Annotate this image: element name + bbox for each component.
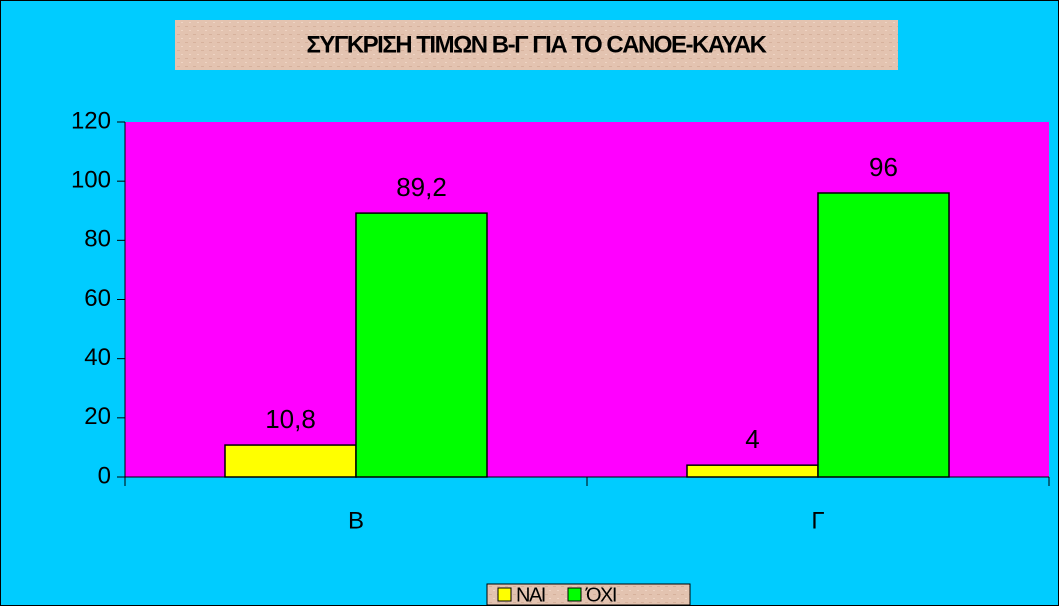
bar [817, 192, 950, 478]
legend-label: ΝΑΙ [516, 584, 545, 606]
x-tick-label: Γ [811, 507, 824, 534]
value-label: 4 [745, 424, 759, 454]
y-tick-label: 40 [84, 344, 111, 371]
legend-swatch [497, 587, 512, 602]
x-tick-label: Β [348, 507, 364, 534]
value-label: 10,8 [265, 404, 316, 434]
legend-swatch [567, 587, 582, 602]
value-label: 96 [869, 152, 898, 182]
bar [355, 212, 488, 478]
value-label: 89,2 [396, 172, 447, 202]
y-tick-label: 120 [71, 107, 111, 134]
y-tick-label: 80 [84, 226, 111, 253]
y-tick-label: 100 [71, 167, 111, 194]
legend-box [486, 583, 691, 606]
y-tick-label: 0 [98, 462, 111, 489]
title-box [175, 20, 898, 70]
y-tick-label: 20 [84, 403, 111, 430]
chart-title: ΣΥΓΚΡΙΣΗ ΤΙΜΩΝ Β-Γ ΓΙΑ ΤΟ CANOE-KAYAK [307, 31, 768, 58]
legend-label: ΌΧΙ [585, 584, 616, 606]
bar [686, 464, 819, 478]
y-tick-label: 60 [84, 285, 111, 312]
bar [224, 444, 357, 478]
